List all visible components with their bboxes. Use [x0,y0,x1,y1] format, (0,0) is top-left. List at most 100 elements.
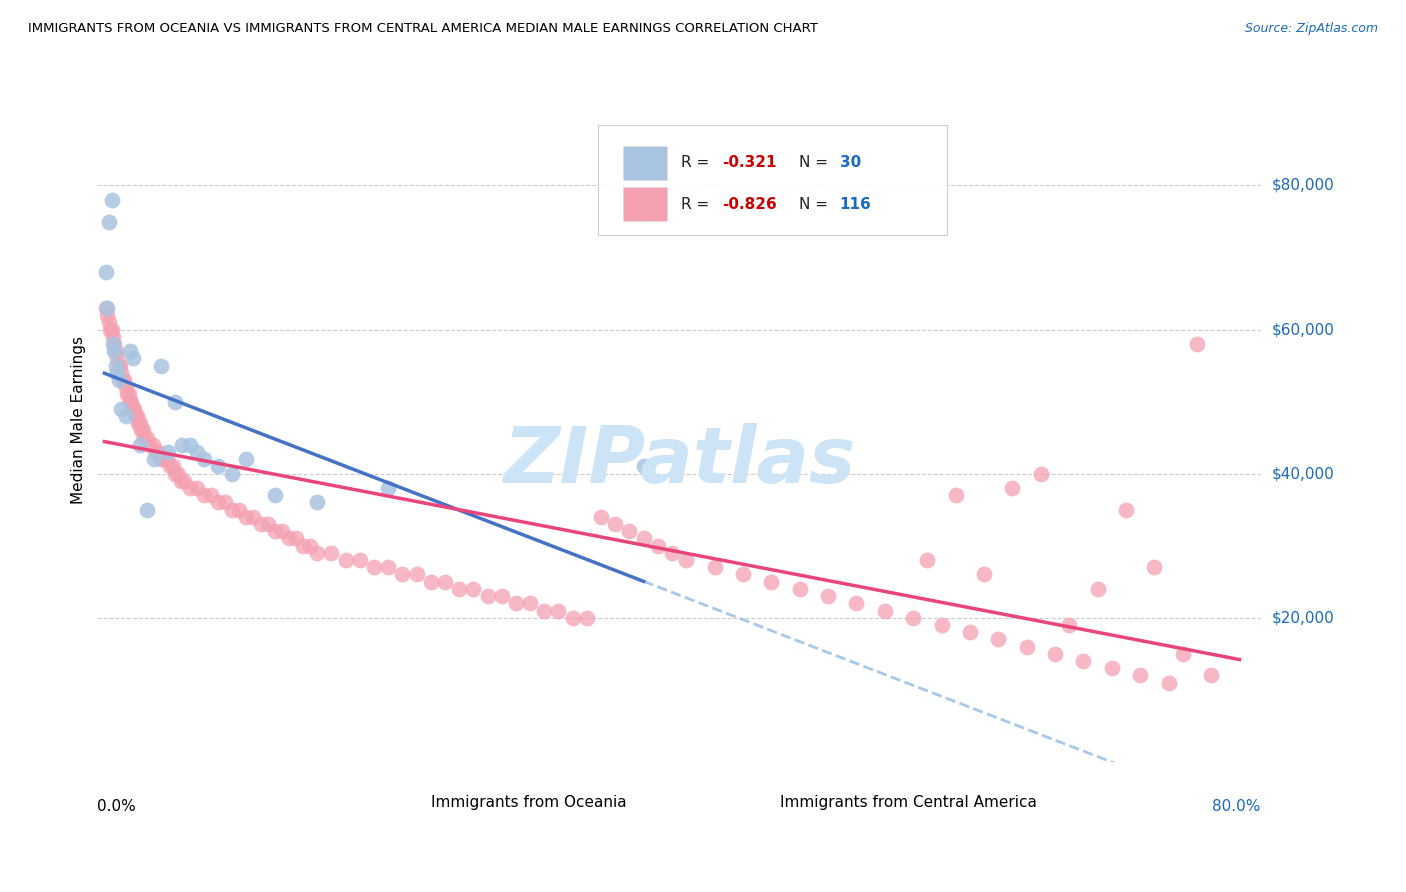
Point [270,524,292,539]
Text: IMMIGRANTS FROM OCEANIA VS IMMIGRANTS FROM CENTRAL AMERICA MEDIAN MALE EARNINGS : IMMIGRANTS FROM OCEANIA VS IMMIGRANTS FR… [28,22,818,36]
Point [112,373,135,387]
Point [153,452,176,467]
FancyBboxPatch shape [623,145,668,180]
Point [104,344,127,359]
Point [121,351,143,366]
Point [139,438,162,452]
FancyBboxPatch shape [623,187,668,221]
Point [405,567,427,582]
Point [235,509,257,524]
Point [221,502,243,516]
Point [118,394,141,409]
Point [731,567,754,582]
Point [547,603,569,617]
Point [256,517,278,532]
Point [124,409,146,423]
Point [150,452,173,467]
Text: N =: N = [799,155,832,170]
Point [349,553,371,567]
Point [419,574,441,589]
Point [150,359,173,373]
Point [1087,582,1109,596]
Point [363,560,385,574]
Text: Source: ZipAtlas.com: Source: ZipAtlas.com [1244,22,1378,36]
Point [449,582,471,596]
Point [105,351,128,366]
Point [136,502,159,516]
Point [97,315,120,329]
Point [193,452,215,467]
Point [200,488,222,502]
Y-axis label: Median Male Earnings: Median Male Earnings [72,335,86,504]
Point [1143,560,1166,574]
Point [101,330,124,344]
Text: $20,000: $20,000 [1272,610,1334,625]
Point [156,452,179,467]
Point [1001,481,1024,495]
Point [299,539,322,553]
Point [633,532,655,546]
Text: $80,000: $80,000 [1272,178,1334,193]
Text: 116: 116 [839,196,872,211]
Point [186,445,208,459]
Point [115,387,138,401]
Point [661,546,683,560]
Point [1057,618,1080,632]
Point [633,459,655,474]
Point [1043,647,1066,661]
Point [110,401,132,416]
Point [179,481,201,495]
Point [108,359,131,373]
Point [647,539,669,553]
Point [1199,668,1222,682]
Point [945,488,967,502]
Point [377,481,399,495]
Point [118,344,141,359]
Text: R =: R = [682,196,714,211]
Point [94,265,117,279]
Point [873,603,896,617]
Point [162,459,184,474]
Point [128,416,150,430]
Point [104,359,127,373]
Point [125,409,148,423]
Text: N =: N = [799,196,832,211]
Point [377,560,399,574]
Point [114,380,136,394]
Point [292,539,315,553]
Point [703,560,725,574]
Point [285,532,308,546]
Point [619,524,641,539]
Point [111,373,134,387]
Point [131,424,153,438]
Point [575,611,598,625]
Point [114,409,136,423]
Point [165,467,187,481]
Point [129,438,152,452]
Point [1115,502,1137,516]
Point [179,438,201,452]
Point [987,632,1010,647]
Point [589,509,612,524]
Point [159,459,181,474]
FancyBboxPatch shape [598,126,946,235]
Point [1185,337,1208,351]
Point [391,567,413,582]
Point [959,625,981,640]
Point [103,344,125,359]
Point [1171,647,1194,661]
Point [101,337,124,351]
Point [533,603,555,617]
Point [463,582,485,596]
Text: $40,000: $40,000 [1272,467,1334,481]
Point [136,431,159,445]
Point [105,366,128,380]
Point [100,193,122,207]
Point [675,553,697,567]
Point [1129,668,1152,682]
Point [335,553,357,567]
Point [1073,654,1095,668]
Point [931,618,953,632]
Point [110,366,132,380]
Point [134,431,156,445]
